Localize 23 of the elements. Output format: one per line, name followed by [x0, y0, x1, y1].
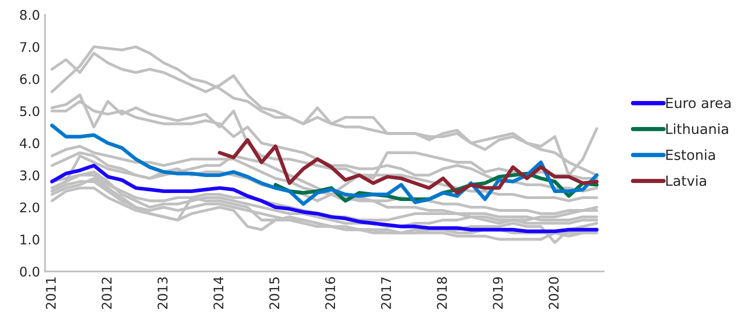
x-tick-label: 2017 — [381, 277, 392, 309]
y-tick-label: 4.0 — [20, 138, 40, 148]
y-tick-label: 6.0 — [20, 74, 40, 84]
x-tick-label: 2020 — [548, 277, 559, 309]
y-tick-label: 2.0 — [20, 202, 40, 212]
x-tick-label: 2014 — [213, 277, 224, 309]
x-tick-label: 2011 — [46, 277, 56, 309]
y-tick-label: 8.0 — [20, 10, 40, 20]
x-tick-label: 2016 — [325, 277, 336, 309]
y-tick-label: 0.0 — [20, 266, 40, 277]
legend-label: Euro area — [666, 98, 731, 108]
y-tick-label: 7.0 — [20, 42, 40, 52]
y-tick-label: 1.0 — [20, 234, 40, 245]
x-tick-label: 2012 — [102, 278, 112, 309]
legend-label: Latvia — [666, 175, 706, 186]
x-tick-label: 2019 — [492, 277, 503, 309]
x-tick-label: 2013 — [158, 277, 168, 309]
y-tick-label: 3.0 — [20, 170, 40, 180]
y-tick-label: 5.0 — [20, 106, 40, 116]
x-tick-label: 2018 — [436, 277, 447, 309]
legend-label: Lithuania — [666, 123, 728, 134]
legend-label: Estonia — [666, 149, 715, 160]
x-tick-label: 2015 — [269, 277, 280, 309]
